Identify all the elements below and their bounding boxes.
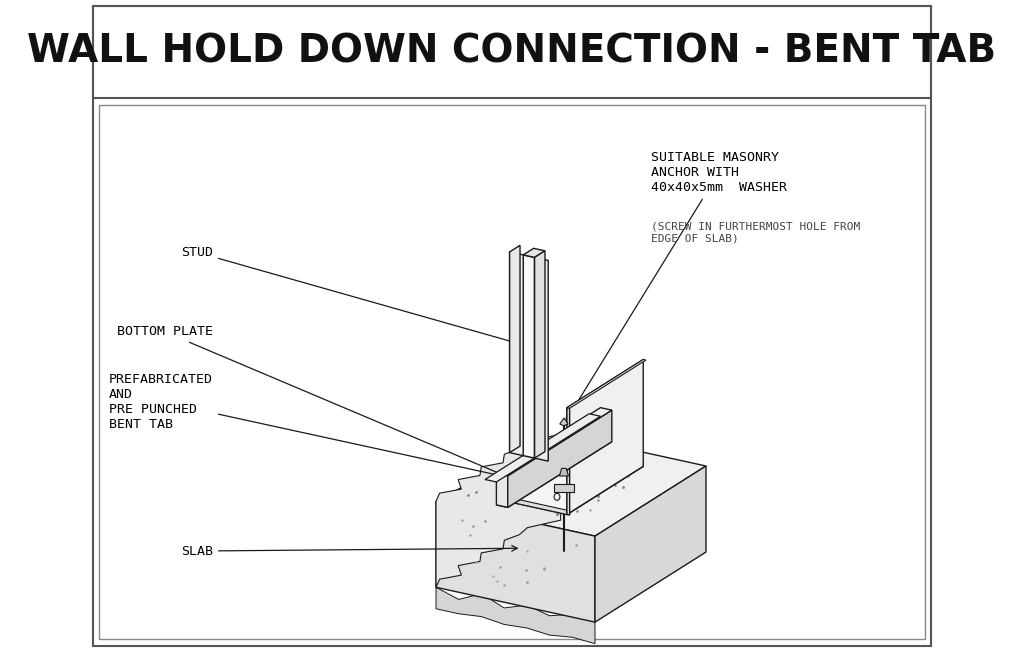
Polygon shape — [523, 248, 545, 258]
Polygon shape — [497, 439, 611, 507]
Polygon shape — [567, 359, 643, 514]
Text: SLAB: SLAB — [181, 544, 517, 557]
Polygon shape — [485, 414, 600, 482]
Polygon shape — [523, 255, 535, 458]
Polygon shape — [436, 587, 595, 644]
Polygon shape — [567, 408, 569, 515]
Polygon shape — [512, 498, 567, 514]
Polygon shape — [559, 468, 568, 476]
Polygon shape — [510, 245, 520, 452]
Polygon shape — [535, 258, 548, 461]
Text: WALL HOLD DOWN CONNECTION - BENT TAB: WALL HOLD DOWN CONNECTION - BENT TAB — [28, 32, 996, 70]
Polygon shape — [497, 473, 508, 507]
Polygon shape — [567, 359, 646, 408]
Polygon shape — [497, 408, 611, 476]
Polygon shape — [535, 251, 545, 458]
Polygon shape — [595, 466, 706, 622]
Text: STUD: STUD — [181, 246, 525, 346]
Polygon shape — [567, 462, 643, 514]
Text: BOTTOM PLATE: BOTTOM PLATE — [117, 325, 506, 477]
Polygon shape — [436, 501, 595, 622]
Polygon shape — [554, 484, 573, 492]
Polygon shape — [512, 454, 643, 514]
Text: PREFABRICATED
AND
PRE PUNCHED
BENT TAB: PREFABRICATED AND PRE PUNCHED BENT TAB — [109, 373, 563, 491]
Polygon shape — [508, 410, 611, 507]
Text: SUITABLE MASONRY
ANCHOR WITH
40x40x5mm  WASHER: SUITABLE MASONRY ANCHOR WITH 40x40x5mm W… — [566, 151, 786, 421]
Polygon shape — [560, 418, 568, 426]
Text: (SCREW IN FURTHERMOST HOLE FROM
EDGE OF SLAB): (SCREW IN FURTHERMOST HOLE FROM EDGE OF … — [650, 222, 860, 243]
Polygon shape — [436, 434, 706, 536]
Polygon shape — [510, 252, 523, 456]
Polygon shape — [436, 434, 561, 587]
